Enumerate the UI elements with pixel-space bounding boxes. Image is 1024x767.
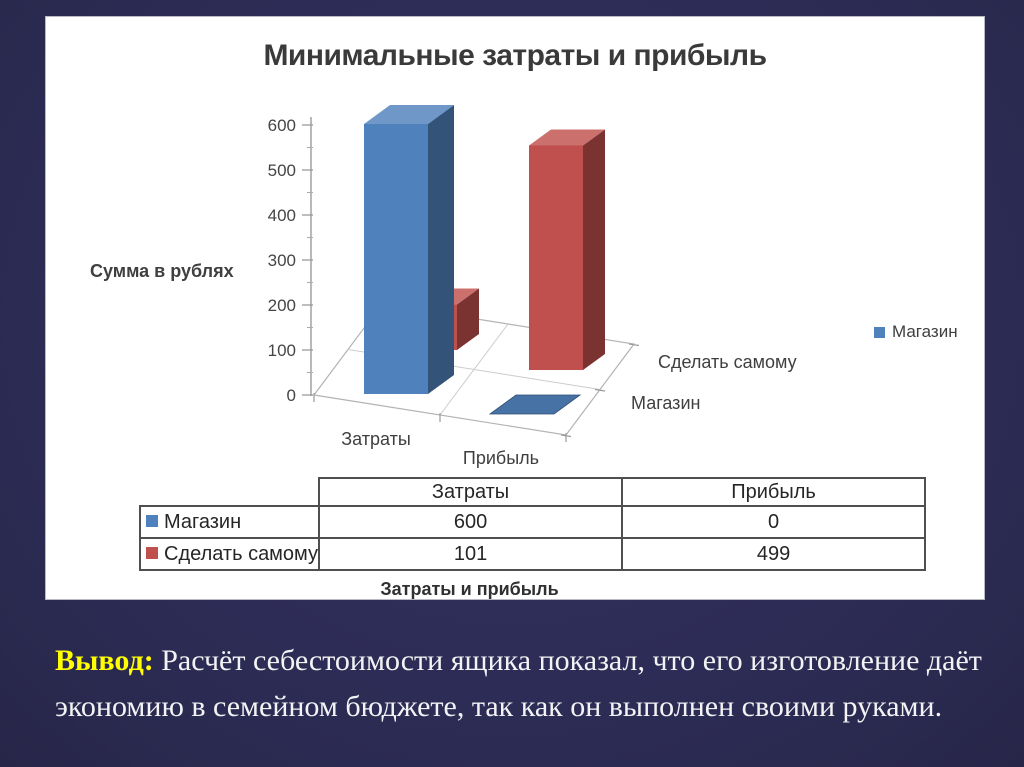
series-marker-icon xyxy=(146,546,158,559)
conclusion-text: Вывод: Расчёт себестоимости ящика показа… xyxy=(55,644,982,723)
bar-series1-cat1-side xyxy=(583,129,605,370)
y-tick-label: 200 xyxy=(268,296,296,315)
table-cell: 101 xyxy=(318,537,624,571)
table-row-label: Сделать самому xyxy=(138,537,321,571)
y-tick-label: 600 xyxy=(268,116,296,135)
legend-swatch xyxy=(874,326,885,338)
bar-series1-cat1 xyxy=(529,145,583,370)
category-label: Прибыль xyxy=(463,448,539,468)
depth-tick xyxy=(628,343,640,347)
bar-series0-cat1 xyxy=(488,394,582,415)
legend-label: Магазин xyxy=(892,322,958,341)
y-tick-label: 300 xyxy=(268,251,296,270)
floor-gridline xyxy=(439,323,509,416)
series-axis-label: Магазин xyxy=(631,393,700,413)
bar-series0-cat0-side xyxy=(428,105,454,394)
table-header-profit: Прибыль xyxy=(621,477,927,507)
bar-series0-cat0 xyxy=(364,124,428,394)
y-tick-label: 400 xyxy=(268,206,296,225)
y-tick-label: 500 xyxy=(268,161,296,180)
table-row: Магазин 600 0 xyxy=(138,505,927,539)
series-axis-label: Сделать самому xyxy=(658,352,797,372)
bar-series0-cat0-top xyxy=(364,105,454,124)
category-label: Затраты xyxy=(341,429,411,449)
table-cell: 0 xyxy=(621,505,927,539)
table-cell: 499 xyxy=(621,537,927,571)
table-cell: 600 xyxy=(318,505,624,539)
bar-series1-cat0-side xyxy=(457,288,479,350)
conclusion-label: Вывод: xyxy=(55,644,154,677)
table-row-label: Магазин xyxy=(138,505,321,539)
table-row: Сделать самому 101 499 xyxy=(138,537,927,571)
chart-floor xyxy=(312,303,636,436)
y-tick-label: 100 xyxy=(268,341,296,360)
chart-title: Минимальные затраты и прибыль xyxy=(263,39,767,72)
table-header-row: Затраты Прибыль xyxy=(140,477,927,507)
bar-series1-cat1-top xyxy=(529,129,605,146)
chart-legend: Магазин xyxy=(874,322,958,342)
y-axis-title: Сумма в рублях xyxy=(90,261,234,281)
chart-image-panel: Минимальные затраты и прибыль Сумма в ру… xyxy=(45,16,985,600)
depth-tick xyxy=(560,434,572,438)
depth-tick xyxy=(594,388,606,392)
data-table: Затраты Прибыль Магазин 600 0 Сделать са… xyxy=(138,477,927,571)
x-axis-title: Затраты и прибыль xyxy=(380,579,559,599)
table-header-costs: Затраты xyxy=(318,477,624,507)
table-corner-cell xyxy=(140,478,319,506)
bar-chart-3d: 0 100 200 300 400 500 600 Затраты Прибыль Магазин… xyxy=(268,105,797,468)
y-tick-label: 0 xyxy=(287,386,296,405)
series-marker-icon xyxy=(146,514,158,527)
